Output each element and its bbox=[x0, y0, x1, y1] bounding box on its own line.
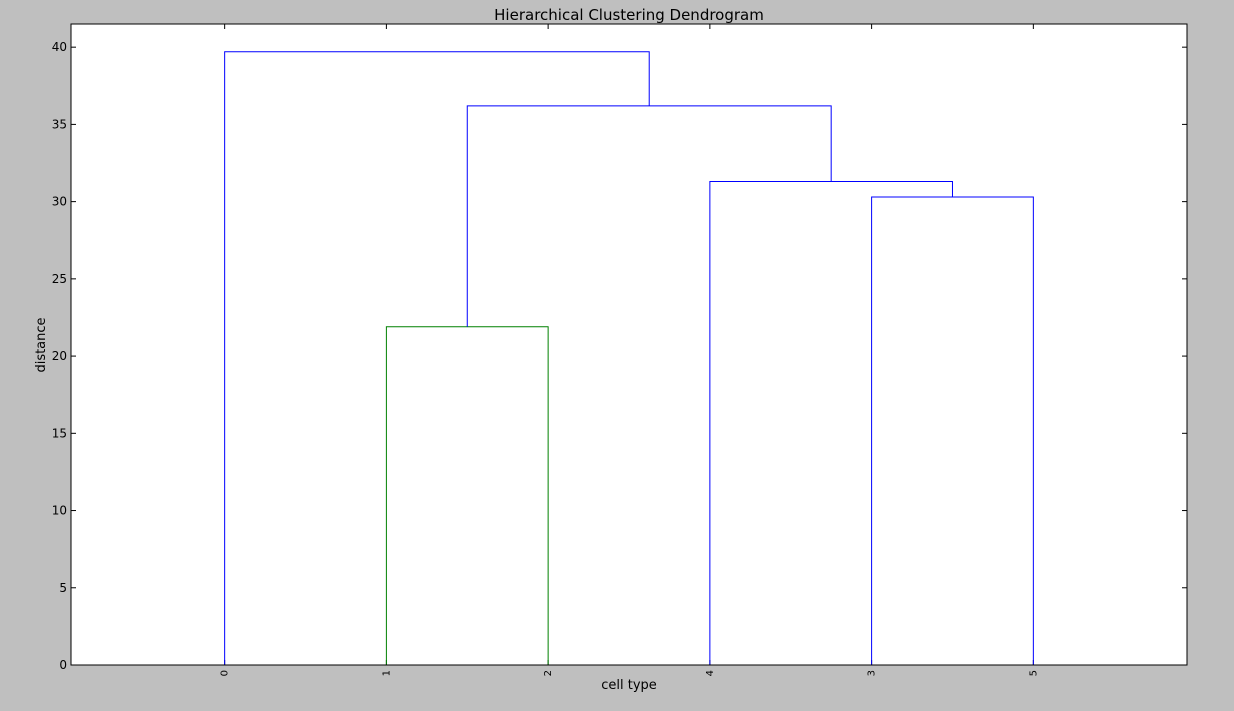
dendrogram-link bbox=[224, 51, 650, 665]
y-tick-label: 25 bbox=[52, 272, 67, 286]
dendrogram-links bbox=[224, 51, 1034, 665]
x-tick-label: 2 bbox=[543, 670, 554, 676]
y-tick-label: 35 bbox=[52, 117, 67, 131]
plot-area bbox=[71, 24, 1187, 665]
x-axis-title: cell type bbox=[601, 678, 657, 693]
chart-title: Hierarchical Clustering Dendrogram bbox=[494, 6, 764, 24]
y-tick-label: 15 bbox=[52, 426, 67, 440]
y-tick-label: 20 bbox=[52, 349, 67, 363]
y-tick-label: 10 bbox=[52, 504, 67, 518]
plot-frame bbox=[70, 23, 1188, 666]
y-tick-label: 0 bbox=[59, 658, 67, 672]
y-tick-label: 40 bbox=[52, 40, 67, 54]
x-tick-label: 4 bbox=[705, 670, 716, 676]
y-tick-label: 30 bbox=[52, 195, 67, 209]
y-axis-title: distance bbox=[34, 317, 49, 372]
x-tick-labels: 0 1 2 4 3 5 bbox=[220, 670, 1040, 676]
x-tick-label: 5 bbox=[1028, 670, 1039, 676]
y-tick-labels: 0 5 10 15 20 25 30 35 40 bbox=[52, 40, 67, 672]
x-tick-label: 1 bbox=[381, 670, 392, 676]
x-tick-label: 3 bbox=[867, 670, 878, 676]
x-tick-label: 0 bbox=[220, 670, 231, 676]
y-tick-label: 5 bbox=[59, 581, 67, 595]
